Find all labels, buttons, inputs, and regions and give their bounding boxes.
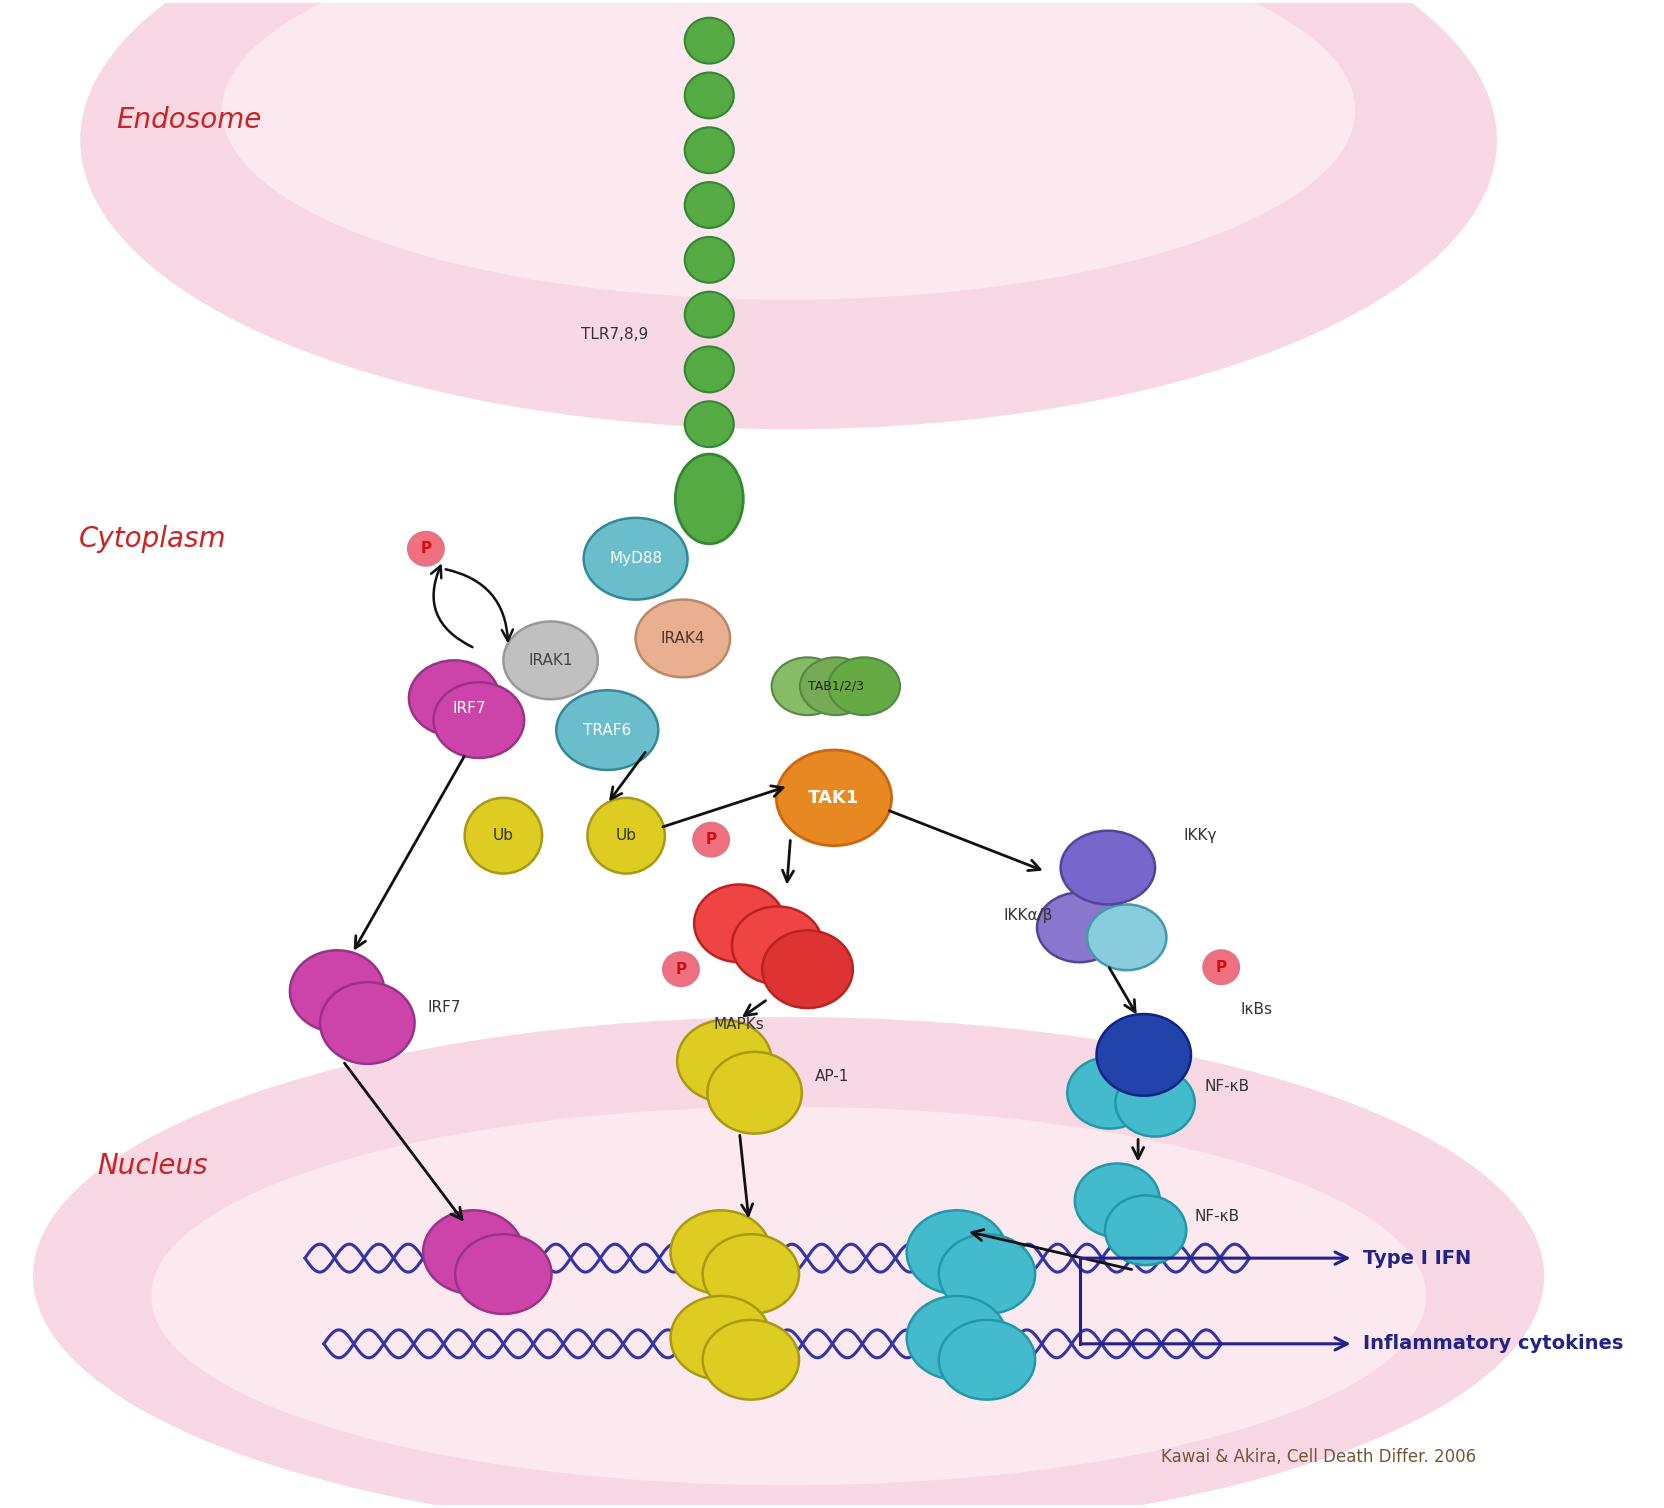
Ellipse shape (702, 1320, 799, 1399)
Ellipse shape (408, 532, 444, 566)
Text: IκBs: IκBs (1240, 1001, 1271, 1016)
Ellipse shape (151, 1107, 1426, 1485)
Ellipse shape (702, 1234, 799, 1313)
Ellipse shape (1115, 1069, 1195, 1137)
Text: Kawai & Akira, Cell Death Differ. 2006: Kawai & Akira, Cell Death Differ. 2006 (1161, 1448, 1476, 1466)
Ellipse shape (907, 1211, 1007, 1294)
Ellipse shape (1060, 831, 1155, 905)
Text: TLR7,8,9: TLR7,8,9 (581, 327, 647, 342)
Ellipse shape (1067, 1057, 1151, 1128)
Ellipse shape (456, 1234, 551, 1313)
Text: IRAK4: IRAK4 (661, 630, 706, 645)
Ellipse shape (636, 600, 730, 677)
Text: Inflammatory cytokines: Inflammatory cytokines (1363, 1335, 1624, 1353)
Text: NF-κB: NF-κB (1195, 1209, 1240, 1224)
Ellipse shape (556, 691, 659, 771)
Text: Type I IFN: Type I IFN (1363, 1249, 1471, 1268)
Ellipse shape (938, 1320, 1035, 1399)
Ellipse shape (1105, 1196, 1186, 1265)
Ellipse shape (587, 798, 666, 873)
Text: P: P (676, 962, 687, 977)
Ellipse shape (777, 749, 892, 846)
Ellipse shape (1075, 1164, 1160, 1237)
Ellipse shape (707, 1053, 802, 1134)
Ellipse shape (684, 291, 734, 338)
Text: Endosome: Endosome (116, 107, 261, 134)
Ellipse shape (684, 18, 734, 63)
Text: Ub: Ub (616, 828, 637, 843)
Ellipse shape (677, 1019, 772, 1102)
Text: Cytoplasm: Cytoplasm (78, 525, 226, 553)
Text: MyD88: MyD88 (609, 552, 662, 566)
Text: P: P (1216, 959, 1226, 974)
Text: TAK1: TAK1 (809, 789, 860, 807)
Ellipse shape (504, 621, 597, 700)
Text: IKKγ: IKKγ (1183, 828, 1216, 843)
Ellipse shape (464, 798, 542, 873)
Ellipse shape (907, 1295, 1007, 1380)
Ellipse shape (33, 1016, 1544, 1508)
Ellipse shape (1037, 893, 1122, 962)
Ellipse shape (694, 885, 785, 962)
Ellipse shape (221, 0, 1354, 300)
Ellipse shape (694, 823, 729, 857)
Ellipse shape (671, 1211, 770, 1294)
Ellipse shape (1087, 905, 1166, 970)
Ellipse shape (772, 657, 844, 715)
Text: IRF7: IRF7 (453, 701, 486, 716)
Ellipse shape (684, 182, 734, 228)
Ellipse shape (409, 661, 499, 736)
Ellipse shape (423, 1211, 522, 1294)
Ellipse shape (434, 682, 524, 759)
Text: TAB1/2/3: TAB1/2/3 (807, 680, 864, 692)
Text: TRAF6: TRAF6 (582, 722, 631, 737)
Text: Ub: Ub (493, 828, 514, 843)
Ellipse shape (938, 1234, 1035, 1313)
Text: IKKα/β: IKKα/β (1003, 908, 1053, 923)
Text: IRAK1: IRAK1 (529, 653, 572, 668)
Ellipse shape (800, 657, 872, 715)
Ellipse shape (671, 1295, 770, 1380)
Ellipse shape (684, 72, 734, 118)
Ellipse shape (319, 982, 414, 1063)
Ellipse shape (684, 347, 734, 392)
Ellipse shape (684, 237, 734, 282)
Ellipse shape (662, 952, 699, 986)
Text: MAPKs: MAPKs (714, 1018, 764, 1033)
Ellipse shape (676, 454, 744, 544)
Text: NF-κB: NF-κB (1205, 1080, 1250, 1095)
Ellipse shape (829, 657, 900, 715)
Text: AP-1: AP-1 (815, 1069, 849, 1084)
Ellipse shape (584, 517, 687, 600)
Text: P: P (421, 541, 431, 556)
Ellipse shape (290, 950, 384, 1031)
Ellipse shape (80, 0, 1498, 430)
Ellipse shape (1097, 1013, 1191, 1096)
Ellipse shape (684, 401, 734, 448)
Ellipse shape (762, 930, 854, 1007)
Text: P: P (706, 832, 717, 847)
Ellipse shape (684, 127, 734, 173)
Ellipse shape (1203, 950, 1240, 985)
Text: IRF7: IRF7 (428, 1000, 461, 1015)
Text: Nucleus: Nucleus (97, 1152, 208, 1181)
Ellipse shape (732, 906, 822, 985)
